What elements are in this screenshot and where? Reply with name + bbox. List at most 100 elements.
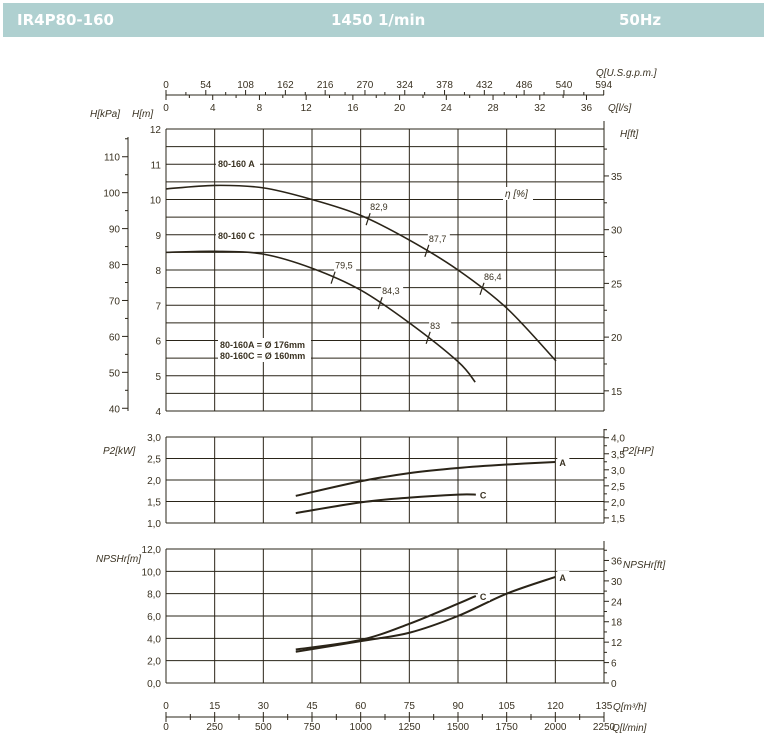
x-tick-label: 0	[163, 103, 169, 114]
y-tick-label: 10,0	[142, 567, 162, 578]
y-tick-label: 2,5	[147, 455, 161, 466]
label-bg	[477, 589, 490, 601]
x-tick-label: 2250	[593, 722, 616, 733]
y-right-tick-label: 2,0	[611, 498, 625, 509]
curve-end-label: A	[559, 458, 566, 468]
m3h-axis-label: Q[m³/h]	[613, 702, 647, 713]
label-bg	[427, 232, 450, 244]
kpa-tick-label: 100	[103, 189, 120, 200]
y-tick-label: 8,0	[147, 590, 161, 601]
efficiency-value: 82,9	[370, 202, 388, 212]
efficiency-mark	[365, 212, 371, 226]
label-bg	[557, 570, 570, 582]
x-tick-label: 1500	[447, 722, 470, 733]
x-tick-label: 8	[257, 103, 263, 114]
y-right-tick-label: 2,5	[611, 482, 625, 493]
label-bg	[557, 455, 570, 467]
kpa-tick-label: 40	[109, 404, 121, 415]
x-tick-label: 28	[487, 103, 499, 114]
x-tick-label: 4	[210, 103, 216, 114]
lmin-axis-label: Q[l/min]	[612, 723, 647, 734]
efficiency-mark	[330, 271, 336, 284]
curve-end-label: C	[480, 491, 487, 501]
y-right-tick-label: 3,5	[611, 450, 625, 461]
x-tick-label: 0	[163, 722, 169, 733]
label-bg	[216, 157, 260, 170]
x-tick-label: 16	[347, 103, 359, 114]
x-tick-label: 162	[277, 80, 294, 91]
x-tick-label: 750	[304, 722, 321, 733]
p2-kw-axis-label: P2[kW]	[103, 446, 135, 457]
y-right-tick-label: 25	[611, 279, 623, 290]
y-tick-label: 1,0	[147, 519, 161, 530]
y-tick-label: 8	[155, 266, 161, 277]
x-tick-label: 12	[301, 103, 313, 114]
x-tick-label: 30	[258, 701, 270, 712]
x-tick-label: 108	[237, 80, 254, 91]
x-tick-label: 32	[534, 103, 546, 114]
kpa-axis-label: H[kPa]	[90, 109, 120, 120]
x-tick-label: 250	[206, 722, 223, 733]
curve-name-label: 80-160 C	[218, 231, 256, 241]
label-bg	[429, 319, 452, 331]
label-bg	[369, 201, 392, 213]
y-right-tick-label: 1,5	[611, 514, 625, 525]
efficiency-mark	[377, 297, 383, 310]
x-tick-label: 54	[200, 80, 212, 91]
kpa-tick-label: 110	[104, 153, 120, 164]
kpa-tick-label: 80	[109, 261, 121, 272]
efficiency-mark	[425, 331, 431, 345]
x-tick-label: 378	[436, 80, 453, 91]
efficiency-value: 79,5	[335, 261, 353, 271]
label-bg	[218, 338, 311, 362]
model-title: IR4P80-160	[17, 11, 114, 29]
y-right-tick-label: 36	[611, 556, 623, 567]
efficiency-mark	[479, 282, 485, 295]
curve-end-label: A	[559, 573, 566, 583]
x-tick-label: 20	[394, 103, 406, 114]
efficiency-value: 84,3	[382, 286, 400, 296]
y-right-tick-label: 12	[611, 638, 623, 649]
x-tick-label: 0	[163, 701, 169, 712]
y-tick-label: 2,0	[147, 657, 161, 668]
x-tick-label: 270	[357, 80, 374, 91]
x-tick-label: 1000	[350, 722, 373, 733]
x-tick-label: 135	[596, 701, 613, 712]
y-tick-label: 5	[155, 372, 161, 383]
y-right-tick-label: 30	[611, 577, 623, 588]
x-tick-label: 36	[581, 103, 593, 114]
ls-axis-label: Q[l/s]	[608, 103, 632, 114]
gpm-axis-label: Q[U.S.g.p.m.]	[596, 68, 657, 79]
npsh-m-axis-label: NPSHr[m]	[96, 554, 141, 565]
y-tick-label: 10	[150, 196, 162, 207]
label-bg	[381, 285, 404, 297]
efficiency-axis-label: η [%]	[505, 189, 528, 200]
efficiency-value: 83	[430, 321, 440, 331]
y-tick-label: 11	[151, 160, 162, 171]
efficiency-value: 86,4	[484, 272, 502, 282]
y-tick-label: 12	[150, 125, 162, 136]
x-tick-label: 15	[209, 701, 221, 712]
y-right-tick-label: 30	[611, 226, 623, 237]
y-tick-label: 6	[155, 337, 161, 348]
x-tick-label: 75	[404, 701, 416, 712]
impeller-diameter-note: 80-160C = Ø 160mm	[220, 351, 305, 361]
y-right-tick-label: 35	[611, 172, 623, 183]
y-tick-label: 6,0	[147, 612, 161, 623]
x-tick-label: 24	[441, 103, 453, 114]
y-right-tick-label: 15	[611, 387, 623, 398]
y-tick-label: 9	[155, 231, 161, 242]
y-right-tick-label: 18	[611, 618, 623, 629]
y-right-tick-label: 20	[611, 333, 623, 344]
label-bg	[216, 229, 260, 242]
kpa-tick-label: 90	[109, 225, 121, 236]
kpa-tick-label: 70	[109, 296, 121, 307]
curve-power-0	[295, 460, 556, 497]
x-tick-label: 45	[306, 701, 318, 712]
x-tick-label: 0	[163, 80, 169, 91]
p2-hp-axis-label: P2[HP]	[622, 446, 654, 457]
x-tick-label: 1250	[398, 722, 421, 733]
efficiency-value: 87,7	[429, 234, 447, 244]
x-tick-label: 120	[547, 701, 564, 712]
curve-power-1	[295, 493, 476, 515]
